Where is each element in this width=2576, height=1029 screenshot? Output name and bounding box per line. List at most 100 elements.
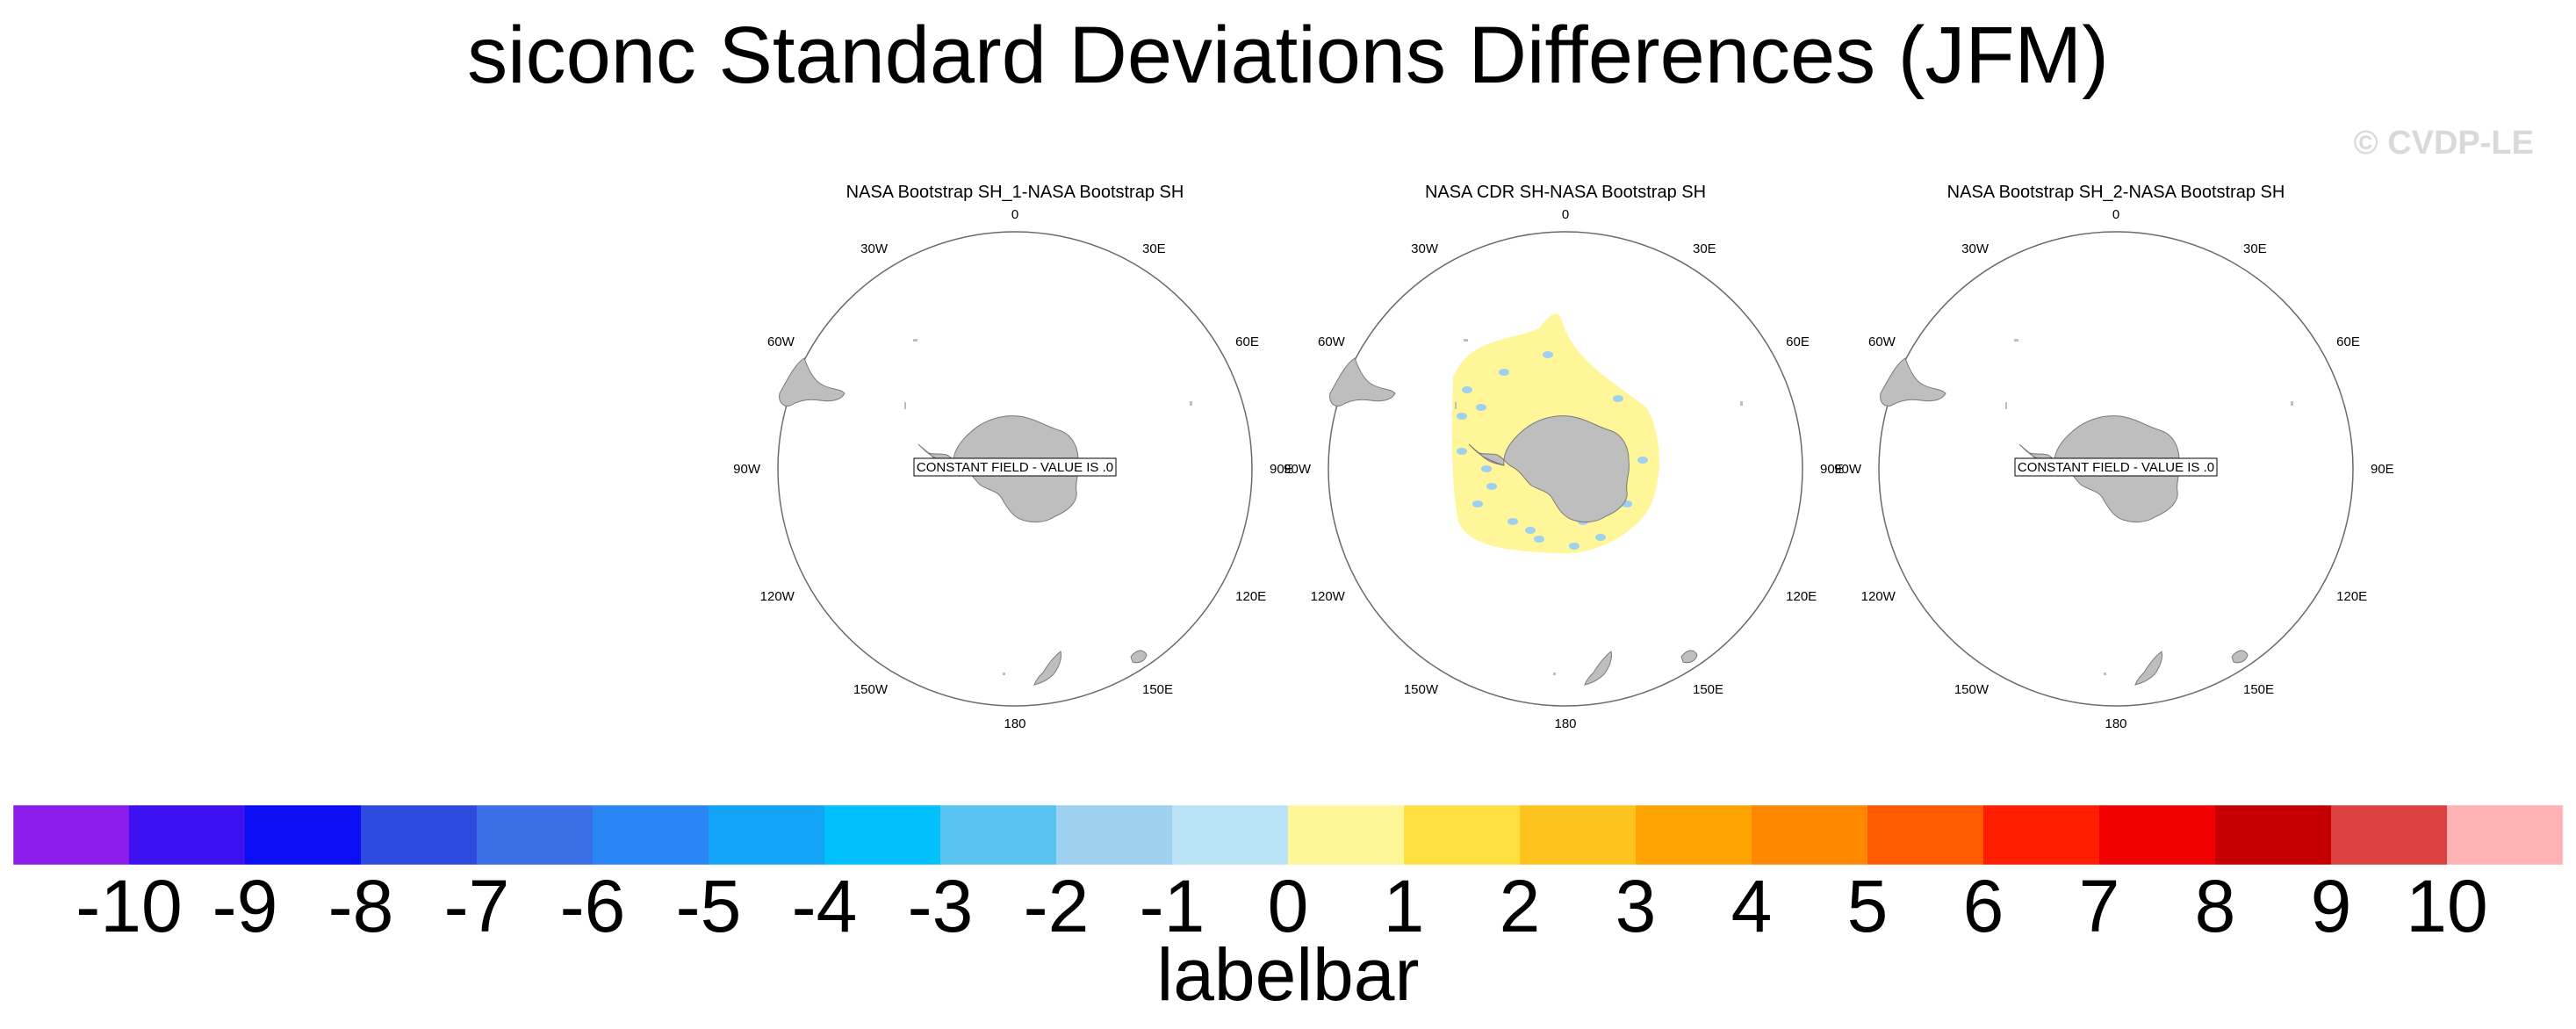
longitude-label: 120W <box>1861 589 1896 604</box>
negative-anomaly-spot <box>1525 527 1536 534</box>
labelbar-swatch <box>129 805 246 865</box>
longitude-label: 0 <box>1011 207 1018 222</box>
negative-anomaly-spot <box>1534 536 1544 543</box>
labelbar-tick-label: -3 <box>907 865 974 947</box>
constant-field-label: CONSTANT FIELD - VALUE IS .0 <box>2018 460 2214 475</box>
longitude-label: 60E <box>1235 335 1259 349</box>
longitude-label: 120E <box>2336 589 2367 604</box>
labelbar-swatch <box>1752 805 1868 865</box>
labelbar-tick-label: -6 <box>559 865 626 947</box>
longitude-label: 30W <box>1961 241 1990 256</box>
longitude-label: 90E <box>1820 462 1844 477</box>
labelbar-tick-label: -9 <box>212 865 278 947</box>
longitude-label: 150W <box>1954 682 1990 697</box>
labelbar-swatch <box>1867 805 1984 865</box>
labelbar-swatch <box>940 805 1057 865</box>
labelbar-swatch <box>1983 805 2100 865</box>
labelbar-swatch <box>824 805 941 865</box>
labelbar-tick-label: 9 <box>2310 865 2352 947</box>
negative-anomaly-spot <box>1637 457 1648 464</box>
labelbar-swatch <box>2099 805 2216 865</box>
negative-anomaly-spot <box>1595 534 1606 541</box>
longitude-label: 180 <box>1004 716 1025 731</box>
longitude-label: 150E <box>1142 682 1173 697</box>
labelbar-tick-label: -10 <box>76 865 183 947</box>
longitude-label: 30W <box>1411 241 1439 256</box>
labelbar-frame <box>12 804 2564 866</box>
negative-anomaly-spot <box>1462 386 1472 393</box>
longitude-label: 60W <box>767 335 795 349</box>
panel-title-3: NASA Bootstrap SH_2-NASA Bootstrap SH <box>1946 183 2285 202</box>
panel-title-2: NASA CDR SH-NASA Bootstrap SH <box>1424 183 1707 202</box>
negative-anomaly-spot <box>1457 413 1467 420</box>
labelbar-tick-label: 6 <box>1962 865 2004 947</box>
labelbar-tick-label: 8 <box>2194 865 2236 947</box>
longitude-label: 180 <box>1554 716 1576 731</box>
longitude-label: 60W <box>1868 335 1896 349</box>
longitude-label: 30W <box>860 241 889 256</box>
longitude-label: 30E <box>2243 241 2267 256</box>
watermark: © CVDP-LE <box>2353 125 2534 162</box>
longitude-label: 60E <box>2336 335 2360 349</box>
labelbar-swatch <box>1056 805 1173 865</box>
labelbar-tick-label: -8 <box>327 865 394 947</box>
longitude-label: 90E <box>1270 462 1293 477</box>
labelbar-swatch <box>709 805 825 865</box>
map-panel-2: 0 30E 60E 90E 120E 150E 180 150W 120W 90W 60W 30W <box>1284 207 1844 731</box>
labelbar-swatch <box>245 805 362 865</box>
labelbar-tick-label: 1 <box>1383 865 1425 947</box>
negative-anomaly-spot <box>1543 351 1553 358</box>
negative-anomaly-spot <box>1613 395 1623 402</box>
labelbar-tick-label: -4 <box>791 865 858 947</box>
labelbar-swatch <box>1404 805 1521 865</box>
negative-anomaly-spot <box>1499 369 1509 376</box>
labelbar-tick-label: 2 <box>1499 865 1541 947</box>
longitude-label: 90E <box>2371 462 2394 477</box>
negative-anomaly-spot <box>1507 518 1518 525</box>
negative-anomaly-spot <box>1481 465 1492 472</box>
constant-field-label: CONSTANT FIELD - VALUE IS .0 <box>917 460 1113 475</box>
longitude-label: 150W <box>853 682 889 697</box>
labelbar-tick-label: -5 <box>675 865 742 947</box>
negative-anomaly-spot <box>1486 483 1497 490</box>
labelbar-tick-label: 4 <box>1731 865 1773 947</box>
longitude-label: 60E <box>1786 335 1810 349</box>
labelbar-swatch <box>361 805 478 865</box>
longitude-label: 120W <box>760 589 795 604</box>
longitude-label: 30E <box>1142 241 1166 256</box>
labelbar-tick-label: -7 <box>443 865 510 947</box>
longitude-label: 180 <box>2105 716 2126 731</box>
labelbar-tick-label: 10 <box>2406 865 2488 947</box>
page-title: siconc Standard Deviations Differences (… <box>467 11 2109 100</box>
longitude-label: 90W <box>1284 462 1312 477</box>
negative-anomaly-spot <box>1472 500 1483 507</box>
labelbar-tick-label: 7 <box>2078 865 2120 947</box>
longitude-label: 150W <box>1404 682 1439 697</box>
labelbar-swatch <box>1288 805 1405 865</box>
longitude-label: 120E <box>1235 589 1266 604</box>
labelbar-swatch <box>1520 805 1637 865</box>
longitude-label: 0 <box>1562 207 1569 222</box>
negative-anomaly-spot <box>1476 404 1486 411</box>
constant-field-box <box>2014 457 2218 477</box>
longitude-label: 0 <box>2112 207 2119 222</box>
labelbar-tick-label: 3 <box>1615 865 1657 947</box>
constant-field-box <box>913 457 1117 477</box>
labelbar-swatch <box>477 805 594 865</box>
labelbar-swatch <box>593 805 709 865</box>
labelbar-swatch <box>2215 805 2332 865</box>
labelbar-tick-label: -1 <box>1139 865 1205 947</box>
labelbar-tick-label: -2 <box>1023 865 1090 947</box>
labelbar-swatch <box>1636 805 1752 865</box>
longitude-label: 150E <box>1693 682 1723 697</box>
longitude-label: 60W <box>1318 335 1346 349</box>
map-panel-3: 0 30E 60E 90E 120E 150E 180 150W 120W 90W 60W 30W CO… <box>1834 207 2394 731</box>
negative-anomaly-spot <box>1569 543 1579 550</box>
labelbar-tick-label: 0 <box>1267 865 1309 947</box>
labelbar-swatch <box>1172 805 1289 865</box>
longitude-label: 120W <box>1311 589 1346 604</box>
map-panel-1: 0 30E 60E 90E 120E 150E 180 150W 120W 90W 60W 30W CO… <box>733 207 1293 731</box>
labelbar-swatch <box>2331 805 2448 865</box>
labelbar-swatch <box>13 805 130 865</box>
